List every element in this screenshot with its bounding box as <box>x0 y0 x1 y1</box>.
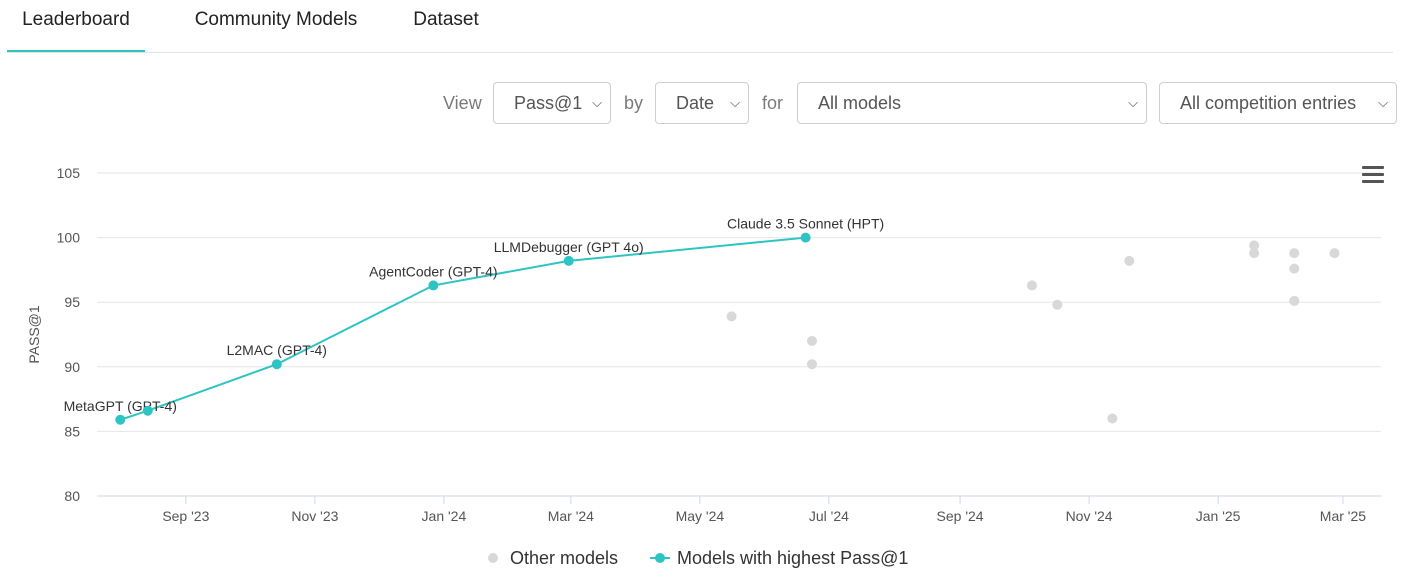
sort-select[interactable]: Date ⌵ <box>655 82 749 124</box>
x-tick-label: Sep '23 <box>162 508 209 524</box>
y-tick-label: 80 <box>64 488 80 504</box>
y-tick-label: 90 <box>64 359 80 375</box>
other-model-point <box>1107 413 1118 424</box>
other-model-point <box>1289 295 1300 306</box>
y-tick-label: 85 <box>64 423 80 439</box>
data-label: L2MAC (GPT-4) <box>227 342 327 358</box>
other-model-point <box>1329 248 1340 259</box>
x-tick-label: Jul '24 <box>809 508 849 524</box>
entries-select[interactable]: All competition entries ⌵ <box>1159 82 1397 124</box>
tab-community-models[interactable]: Community Models <box>194 9 358 30</box>
models-select[interactable]: All models ⌵ <box>797 82 1147 124</box>
models-select-value: All models <box>818 93 902 113</box>
data-label: LLMDebugger (GPT 4o) <box>494 239 644 255</box>
data-label: AgentCoder (GPT-4) <box>369 263 497 279</box>
legend-label-other: Other models <box>510 548 619 568</box>
y-tick-label: 105 <box>57 165 81 181</box>
by-label: by <box>624 93 644 113</box>
y-tick-label: 100 <box>57 230 81 246</box>
best-model-point <box>142 405 153 416</box>
other-model-point <box>726 311 737 322</box>
chart-menu-icon[interactable] <box>1362 166 1384 186</box>
other-model-point <box>1124 255 1135 266</box>
legend-label-highest: Models with highest Pass@1 <box>677 548 909 568</box>
other-model-point <box>1026 280 1037 291</box>
chevron-down-icon: ⌵ <box>730 95 740 110</box>
for-label: for <box>762 93 784 113</box>
sort-select-value: Date <box>676 93 715 113</box>
other-model-point <box>1289 248 1300 259</box>
best-model-point <box>800 232 811 243</box>
other-model-point <box>806 335 817 346</box>
x-tick-label: Jan '25 <box>1196 508 1241 524</box>
x-tick-label: Sep '24 <box>937 508 984 524</box>
best-model-point <box>115 414 126 425</box>
tab-dataset[interactable]: Dataset <box>413 9 479 30</box>
y-tick-label: 95 <box>64 294 80 310</box>
best-model-point <box>428 280 439 291</box>
data-label: MetaGPT (GPT-4) <box>64 398 177 414</box>
legend-marker-highest <box>650 553 670 563</box>
chart-legend: Other models Models with highest Pass@1 <box>0 544 1403 572</box>
tab-bar: Leaderboard Community Models Dataset <box>7 0 1393 53</box>
metric-select[interactable]: Pass@1 ⌵ <box>493 82 611 124</box>
x-tick-label: Mar '24 <box>548 508 594 524</box>
metric-select-value: Pass@1 <box>514 93 583 113</box>
data-label: Claude 3.5 Sonnet (HPT) <box>727 216 884 232</box>
x-tick-label: Nov '23 <box>291 508 338 524</box>
other-model-point <box>1289 263 1300 274</box>
best-model-point <box>563 255 574 266</box>
tab-leaderboard[interactable]: Leaderboard <box>7 0 145 52</box>
pass-at-1-chart: 80 85 90 95 100 105 Sep '23 Nov '23 Jan '24 Mar '… <box>26 165 1381 524</box>
legend-marker-other <box>488 553 498 563</box>
chevron-down-icon: ⌵ <box>592 95 602 110</box>
best-model-point <box>271 359 282 370</box>
entries-select-value: All competition entries <box>1180 93 1357 113</box>
other-model-point <box>1249 248 1260 259</box>
other-model-point <box>1052 299 1063 310</box>
x-tick-label: Nov '24 <box>1066 508 1113 524</box>
x-tick-label: Jan '24 <box>422 508 467 524</box>
view-label: View <box>443 93 482 113</box>
other-model-point <box>806 359 817 370</box>
other-model-point <box>1249 240 1260 251</box>
x-tick-label: May '24 <box>676 508 725 524</box>
chevron-down-icon: ⌵ <box>1128 95 1138 110</box>
x-tick-label: Mar '25 <box>1320 508 1366 524</box>
chart-controls: View Pass@1 ⌵ by Date ⌵ for All models ⌵… <box>0 82 1403 124</box>
chevron-down-icon: ⌵ <box>1378 95 1388 110</box>
y-axis-title: PASS@1 <box>26 305 42 364</box>
